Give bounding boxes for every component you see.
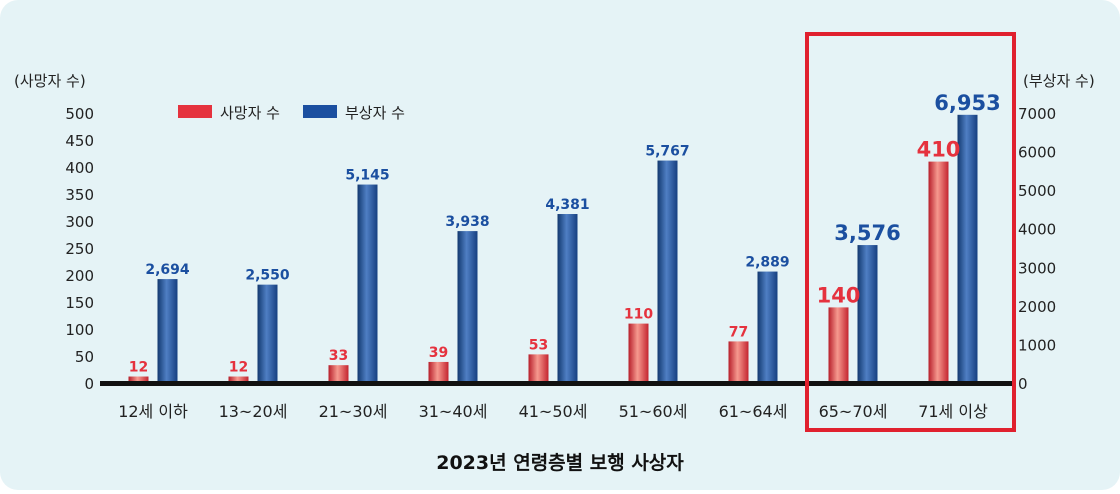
value-labels-group: 12 2,694 12 2,550 33 5,145 39 3,938 53 4,381 110 5,…: [129, 91, 1001, 376]
data-label-injuries: 6,953: [934, 91, 1000, 115]
data-label-injuries: 2,889: [745, 255, 789, 271]
data-label-deaths: 77: [729, 324, 748, 340]
bar-deaths: [628, 323, 649, 383]
bar-deaths: [728, 341, 749, 383]
bar-deaths: [528, 354, 549, 383]
chart-title: 2023년 연령층별 보행 사상자: [436, 452, 684, 474]
bar-injuries: [857, 245, 878, 383]
category-labels-group: 12세 이하 13~20세 21~30세 31~40세 41~50세 51~60세 61~6…: [118, 402, 988, 421]
left-tick-label: 50: [75, 348, 94, 366]
bar-deaths: [428, 361, 449, 383]
right-tick-label: 1000: [1018, 336, 1056, 354]
left-tick-label: 400: [65, 159, 94, 177]
category-label: 65~70세: [819, 402, 888, 421]
bar-injuries: [457, 231, 478, 383]
left-tick-label: 200: [65, 267, 94, 285]
bar-injuries: [657, 160, 678, 383]
right-tick-label: 5000: [1018, 182, 1056, 200]
bar-injuries: [557, 214, 578, 383]
bar-injuries: [257, 284, 278, 383]
data-label-deaths: 410: [917, 138, 961, 162]
data-label-deaths: 12: [229, 360, 248, 376]
legend-swatch-deaths: [178, 105, 212, 118]
left-tick-label: 150: [65, 294, 94, 312]
category-label: 61~64세: [719, 402, 788, 421]
data-label-injuries: 2,550: [245, 268, 290, 284]
left-axis-ticks: 0 50 100 150 200 250 300 350 400 450 500: [65, 105, 94, 393]
category-label: 41~50세: [519, 402, 588, 421]
highlight-box: [805, 32, 1016, 432]
category-label: 12세 이하: [118, 402, 188, 421]
bar-deaths: [228, 376, 249, 383]
right-tick-label: 2000: [1018, 298, 1056, 316]
x-axis-line: [100, 381, 1012, 386]
data-label-injuries: 3,576: [834, 221, 900, 245]
data-label-deaths: 12: [129, 360, 148, 376]
right-axis-ticks: 0 1000 2000 3000 4000 5000 6000 7000: [1018, 105, 1056, 393]
data-label-deaths: 39: [429, 345, 448, 361]
data-label-deaths: 140: [817, 283, 861, 307]
data-label-injuries: 3,938: [445, 214, 489, 230]
data-label-deaths: 33: [329, 348, 348, 364]
data-label-deaths: 53: [529, 337, 548, 353]
bar-deaths: [128, 376, 149, 383]
legend-swatch-injuries: [303, 105, 337, 118]
right-tick-label: 7000: [1018, 105, 1056, 123]
bars-group: [128, 114, 978, 383]
legend-label-injuries: 부상자 수: [345, 104, 405, 122]
data-label-injuries: 4,381: [545, 197, 589, 213]
left-tick-label: 0: [84, 375, 94, 393]
left-tick-label: 500: [65, 105, 94, 123]
bar-deaths: [928, 161, 949, 383]
category-label: 51~60세: [619, 402, 688, 421]
data-label-injuries: 5,145: [345, 168, 389, 184]
right-tick-label: 6000: [1018, 144, 1056, 162]
left-tick-label: 250: [65, 240, 94, 258]
bar-deaths: [328, 365, 349, 383]
legend: 사망자 수 부상자 수: [178, 104, 405, 122]
category-label: 31~40세: [419, 402, 488, 421]
right-tick-label: 4000: [1018, 221, 1056, 239]
left-axis-label: (사망자 수): [14, 72, 86, 90]
bar-injuries: [957, 114, 978, 383]
left-tick-label: 350: [65, 186, 94, 204]
category-label: 13~20세: [219, 402, 288, 421]
right-tick-label: 0: [1018, 375, 1028, 393]
left-tick-label: 450: [65, 132, 94, 150]
data-label-injuries: 5,767: [645, 144, 689, 160]
bar-injuries: [357, 184, 378, 383]
category-label: 71세 이상: [918, 402, 988, 421]
right-axis-label: (부상자 수): [1023, 72, 1095, 90]
right-tick-label: 3000: [1018, 259, 1056, 277]
left-tick-label: 300: [65, 213, 94, 231]
bar-injuries: [157, 279, 178, 383]
data-label-deaths: 110: [624, 307, 653, 323]
left-tick-label: 100: [65, 321, 94, 339]
legend-label-deaths: 사망자 수: [220, 104, 280, 122]
bar-injuries: [757, 271, 778, 383]
bar-deaths: [828, 307, 849, 383]
category-label: 21~30세: [319, 402, 388, 421]
data-label-injuries: 2,694: [145, 262, 190, 278]
